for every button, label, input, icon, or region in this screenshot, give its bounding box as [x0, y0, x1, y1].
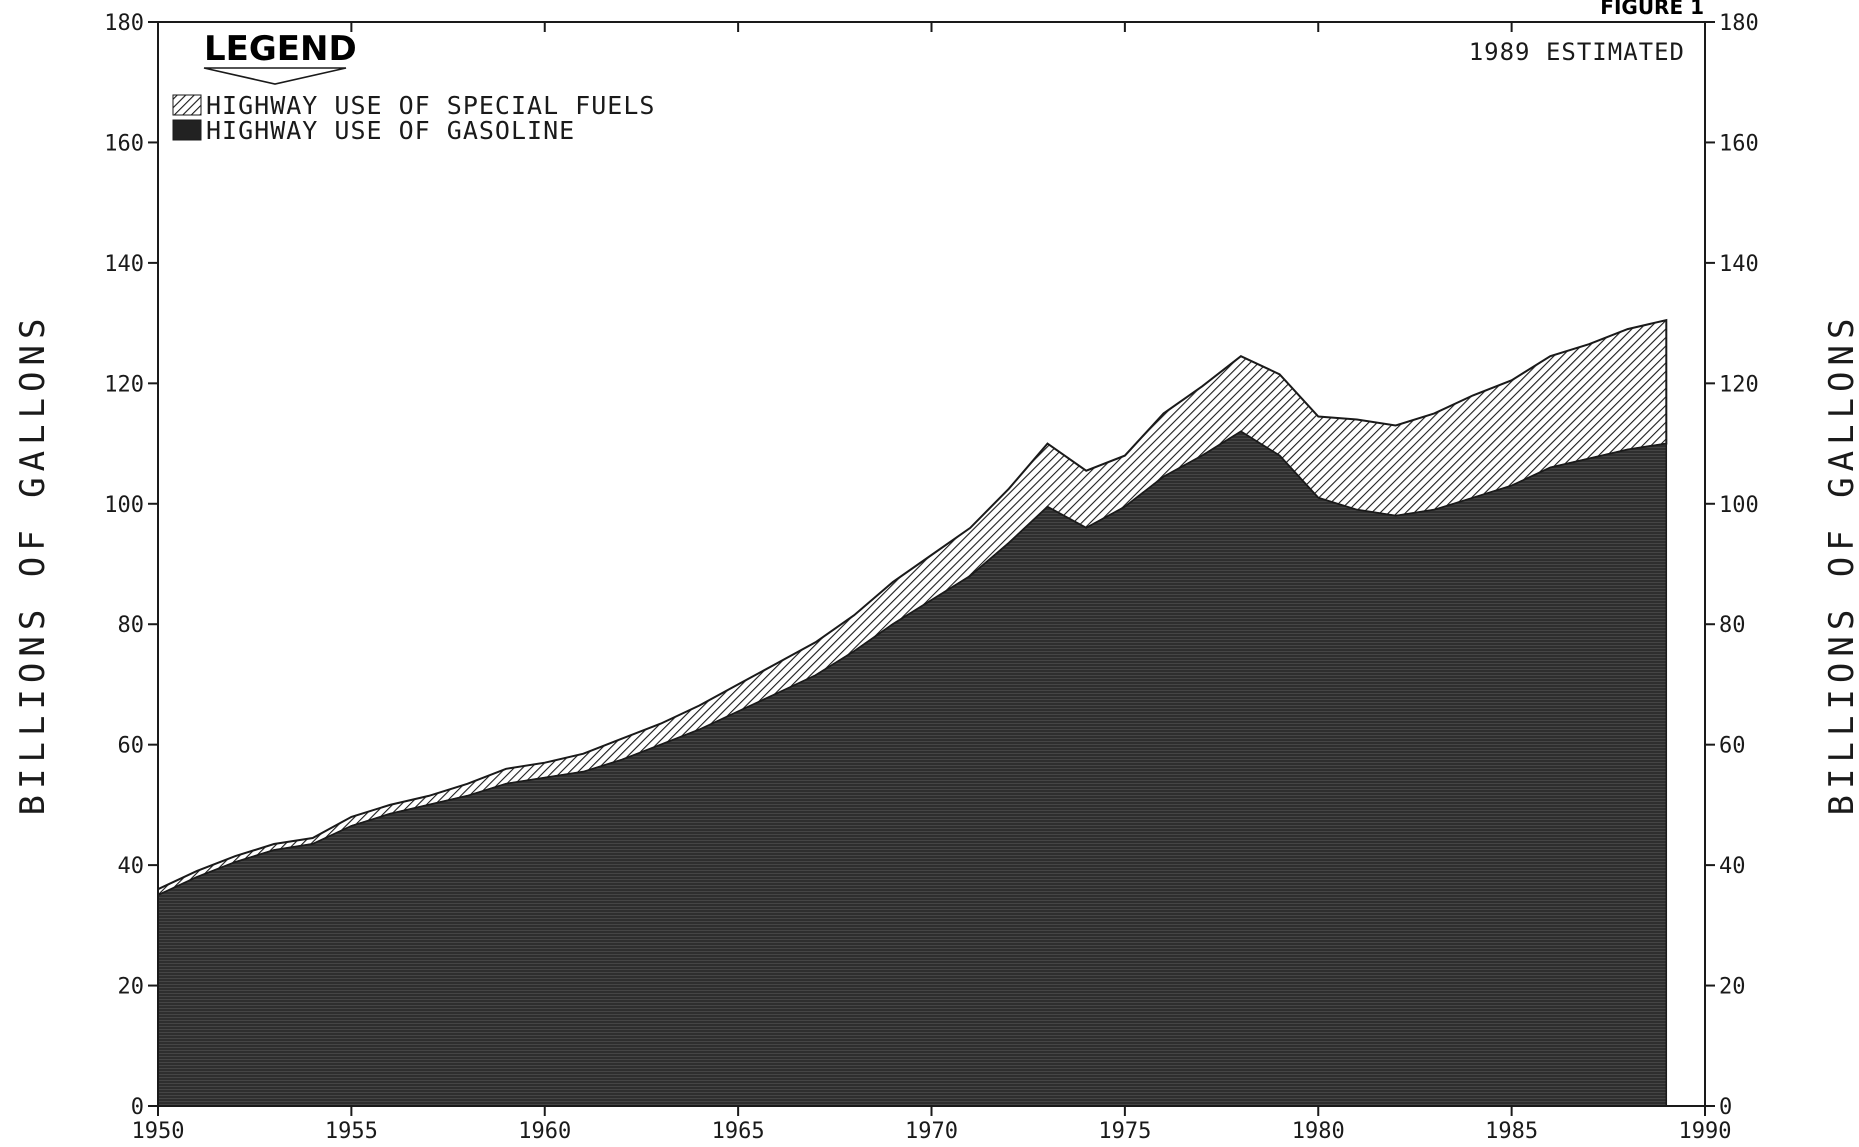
y-axis-title-left: BILLIONS OF GALLONS	[13, 313, 53, 816]
legend-title: LEGEND	[204, 29, 357, 69]
legend-arrow-icon	[203, 67, 347, 85]
x-tick-label: 1955	[325, 1119, 378, 1144]
y-tick-label-left: 80	[118, 613, 145, 638]
x-tick-label: 1965	[712, 1119, 765, 1144]
x-tick-label: 1985	[1485, 1119, 1538, 1144]
legend-swatch-gasoline	[172, 119, 202, 141]
y-tick-label-right: 60	[1719, 734, 1746, 759]
y-tick-label-right: 20	[1719, 975, 1746, 1000]
y-ticks-left: 0 20 40 60 80 100 120 140 160 180	[104, 11, 158, 1120]
legend-swatch-special-fuels	[172, 94, 202, 116]
plot-areas	[157, 318, 1668, 1107]
y-ticks-right: 0 20 40 60 80 100 120 140 160 180	[1705, 11, 1759, 1120]
x-tick-label: 1970	[905, 1119, 958, 1144]
y-tick-label-left: 160	[104, 131, 144, 156]
x-tick-label: 1990	[1679, 1119, 1732, 1144]
figure-label: FIGURE 1	[1600, 0, 1704, 19]
y-axis-title-right: BILLIONS OF GALLONS	[1822, 313, 1859, 816]
y-tick-label-right: 100	[1719, 493, 1759, 518]
y-tick-label-left: 180	[104, 11, 144, 36]
x-tick-label: 1980	[1292, 1119, 1345, 1144]
y-tick-label-left: 20	[118, 975, 145, 1000]
estimate-annotation: 1989 ESTIMATED	[1469, 38, 1685, 66]
legend-label-special-fuels: HIGHWAY USE OF SPECIAL FUELS	[206, 91, 655, 120]
x-tick-label: 1950	[132, 1119, 185, 1144]
y-tick-label-right: 0	[1719, 1095, 1732, 1120]
y-tick-label-left: 0	[131, 1095, 144, 1120]
y-tick-label-right: 160	[1719, 131, 1759, 156]
y-tick-label-right: 140	[1719, 252, 1759, 277]
y-tick-label-left: 120	[104, 372, 144, 397]
legend: LEGEND HIGHWAY USE OF SPECIAL FUELS HIGH…	[172, 29, 655, 145]
y-tick-label-left: 140	[104, 252, 144, 277]
y-tick-label-left: 40	[118, 854, 145, 879]
x-ticks: 1950 1955 1960 1965 1970 1975 1980 1985 1990	[132, 22, 1732, 1144]
area-gasoline	[157, 430, 1668, 1107]
legend-label-gasoline: HIGHWAY USE OF GASOLINE	[206, 116, 575, 145]
y-tick-label-right: 180	[1719, 11, 1759, 36]
x-tick-label: 1960	[518, 1119, 571, 1144]
y-tick-label-right: 120	[1719, 372, 1759, 397]
x-tick-label: 1975	[1098, 1119, 1151, 1144]
y-tick-label-right: 40	[1719, 854, 1746, 879]
y-tick-label-right: 80	[1719, 613, 1746, 638]
y-tick-label-left: 100	[104, 493, 144, 518]
y-tick-label-left: 60	[118, 734, 145, 759]
